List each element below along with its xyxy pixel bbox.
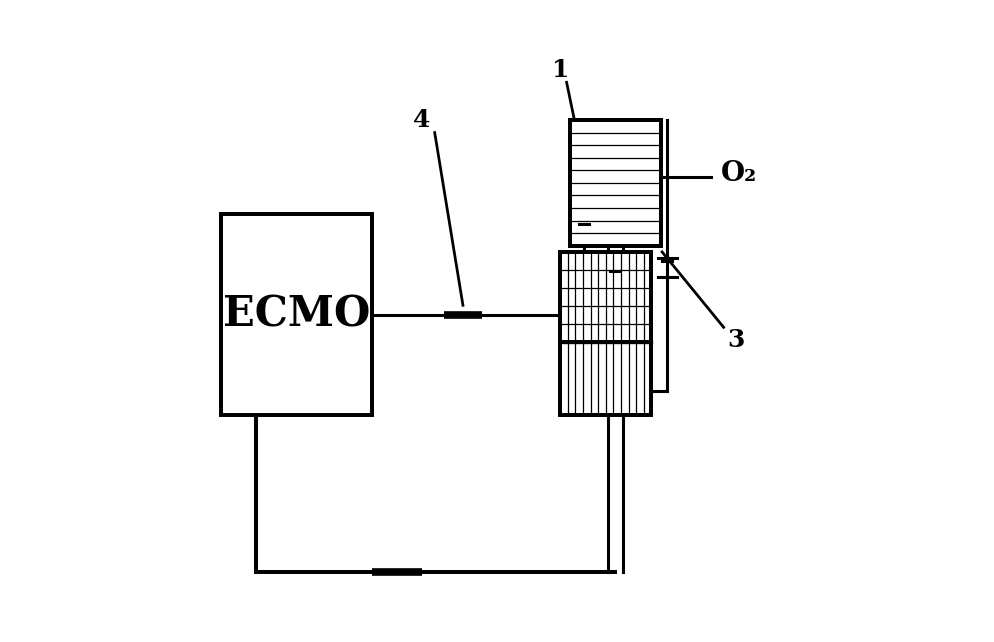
- Bar: [221, 214, 372, 415]
- Bar: [570, 120, 660, 246]
- Text: 4: 4: [414, 108, 430, 132]
- Bar: [570, 120, 660, 246]
- Bar: [560, 342, 651, 415]
- Text: O₂: O₂: [720, 160, 755, 187]
- Bar: [560, 252, 651, 342]
- Text: 1: 1: [551, 58, 569, 82]
- Bar: [560, 252, 651, 415]
- Text: ECMO: ECMO: [223, 294, 370, 336]
- Text: 3: 3: [727, 328, 745, 352]
